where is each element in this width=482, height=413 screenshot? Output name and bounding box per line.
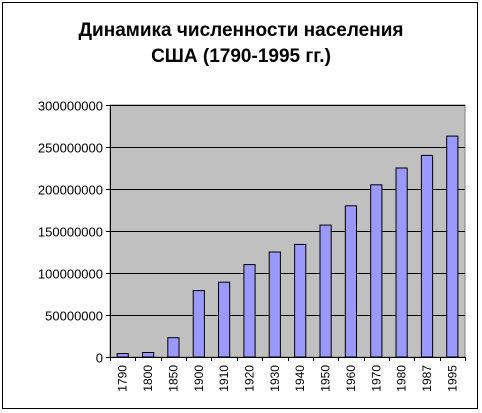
bar-1910: [218, 281, 231, 358]
bar-1960: [344, 205, 357, 358]
bar-1930: [268, 251, 281, 358]
x-tick-label: 1900: [192, 365, 206, 392]
bar-1920: [243, 264, 256, 358]
x-tick-label: 1850: [166, 365, 180, 392]
bar-1980: [395, 167, 408, 358]
bar-1940: [294, 243, 307, 358]
x-tick-label: 1910: [217, 365, 231, 392]
chart-title: Динамика численности населения США (1790…: [0, 18, 482, 70]
y-tick-label: 200000000: [38, 183, 103, 198]
y-tick-label: 300000000: [38, 99, 103, 114]
y-tick-label: 250000000: [38, 141, 103, 156]
bar-1970: [370, 184, 383, 358]
x-tick-label: 1995: [445, 365, 459, 392]
y-tick-label: 100000000: [38, 267, 103, 282]
x-tick-label: 1920: [242, 365, 256, 392]
x-tick-label: 1930: [268, 365, 282, 392]
y-tick-label: 150000000: [38, 225, 103, 240]
x-tick-label: 1790: [116, 365, 130, 392]
x-tick-label: 1980: [395, 365, 409, 392]
y-tick-label: 50000000: [45, 309, 103, 324]
x-axis: 1790 1800 1850 1900 1910 1920 1930 1940 1950 1960…: [110, 357, 466, 392]
x-tick-label: 1950: [319, 365, 333, 392]
bar-1850: [167, 337, 180, 358]
bar-1790: [116, 353, 129, 358]
x-tick-label: 1940: [293, 365, 307, 392]
bar-1800: [142, 352, 155, 358]
bar-1950: [319, 224, 332, 358]
x-tick-label: 1960: [344, 365, 358, 392]
chart-title-line-2: США (1790-1995 гг.): [151, 46, 331, 67]
y-axis: 0 50000000 100000000 150000000 200000000 2500…: [38, 99, 111, 366]
x-tick-label: 1800: [141, 365, 155, 392]
bar-1987: [420, 154, 434, 358]
bar-1995: [446, 135, 459, 358]
x-tick-label: 1970: [369, 365, 383, 392]
x-tick-label: 1987: [420, 365, 434, 392]
chart-title-line-1: Динамика численности населения: [78, 20, 404, 41]
bar-1900: [192, 290, 205, 358]
y-tick-label: 0: [96, 351, 103, 366]
